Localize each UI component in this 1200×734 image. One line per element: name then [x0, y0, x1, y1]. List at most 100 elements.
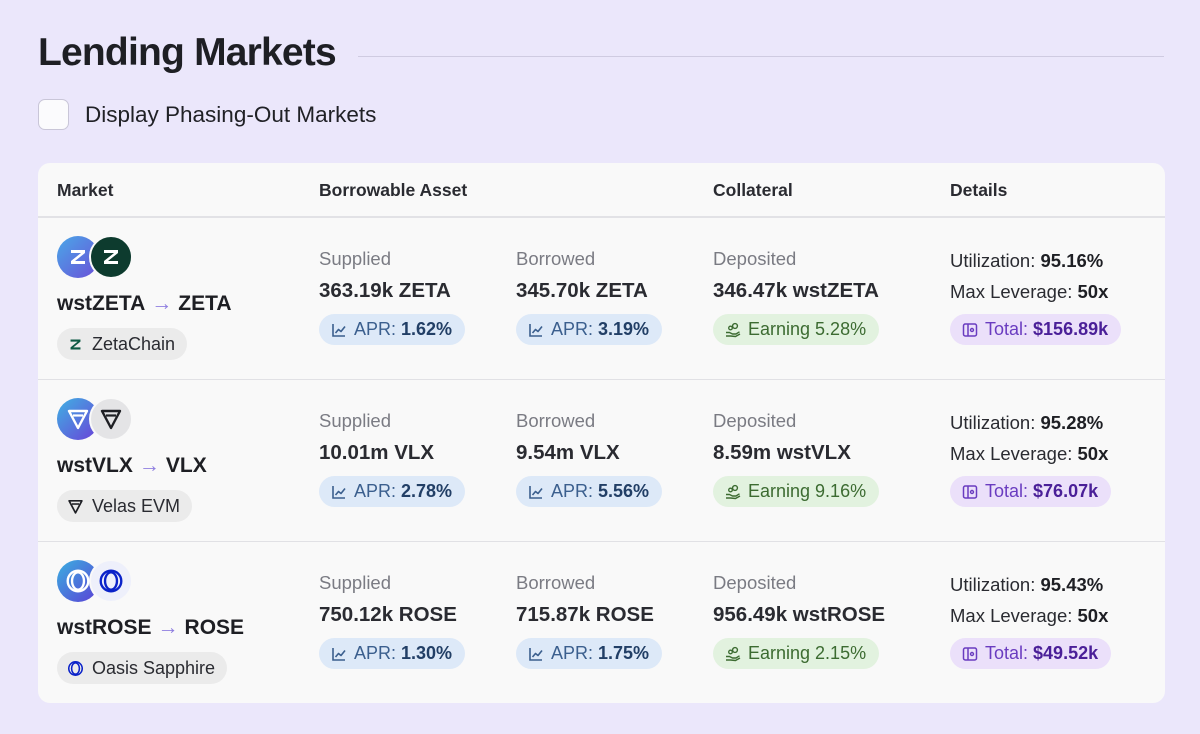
- earning-value: 5.28%: [815, 319, 867, 339]
- borrowed-label: Borrowed: [516, 248, 596, 269]
- column-details: Details: [950, 180, 1008, 200]
- supplied-value: 750.12k ROSE: [319, 603, 457, 626]
- arrow-right-icon: →: [138, 454, 160, 477]
- supply-apr-value: 1.30%: [401, 643, 453, 663]
- utilization-value: 95.28%: [1040, 412, 1104, 433]
- total-badge[interactable]: Total: $156.89k: [950, 314, 1122, 345]
- trend-line-chart-icon: [331, 646, 347, 662]
- column-market: Market: [57, 180, 114, 200]
- earning-badge: Earning 5.28%: [713, 314, 880, 345]
- supplied-label: Supplied: [319, 410, 392, 431]
- table-row[interactable]: wstROSE → ROSE Oasis Sapphire Supplied 750…: [38, 542, 1165, 703]
- utilization-line: Utilization: 95.16%: [950, 250, 1103, 272]
- max-leverage-value: 50x: [1077, 281, 1109, 302]
- hand-coins-icon: [725, 322, 741, 338]
- max-leverage-line: Max Leverage: 50x: [950, 281, 1108, 303]
- market-logos: [57, 235, 133, 280]
- chain-badge[interactable]: Velas EVM: [57, 490, 193, 522]
- max-leverage-value: 50x: [1077, 605, 1109, 626]
- zetachain-logo-icon: [67, 336, 84, 353]
- earning-label: Earning: [748, 481, 811, 501]
- borrow-apr-value: 3.19%: [598, 319, 650, 339]
- apr-label: APR:: [551, 643, 594, 663]
- max-leverage-value: 50x: [1077, 443, 1109, 464]
- supply-apr-value: 2.78%: [401, 481, 453, 501]
- earning-label: Earning: [748, 643, 811, 663]
- max-leverage-line: Max Leverage: 50x: [950, 443, 1108, 465]
- phasing-out-checkbox[interactable]: [38, 99, 69, 130]
- market-pair: wstVLX → VLX: [57, 454, 207, 478]
- borrowed-value: 9.54m VLX: [516, 441, 620, 464]
- total-value: $156.89k: [1033, 319, 1109, 339]
- market-logos: [57, 397, 133, 442]
- max-leverage-label: Max Leverage:: [950, 443, 1073, 464]
- column-borrowable-asset: Borrowable Asset: [319, 180, 468, 200]
- rose-logo-icon: [89, 559, 133, 603]
- trend-line-chart-icon: [528, 484, 544, 500]
- earning-label: Earning: [748, 319, 811, 339]
- total-label: Total:: [985, 319, 1029, 339]
- apr-label: APR:: [551, 481, 594, 501]
- collateral-token: wstVLX: [57, 454, 133, 477]
- total-value: $49.52k: [1033, 643, 1099, 663]
- borrowed-label: Borrowed: [516, 572, 596, 593]
- table-row[interactable]: wstZETA → ZETA ZetaChain Supplied 363.19k …: [38, 218, 1165, 380]
- velas-logo-icon: [67, 498, 84, 515]
- deposited-label: Deposited: [713, 248, 797, 269]
- phasing-out-toggle[interactable]: Display Phasing-Out Markets: [38, 99, 376, 130]
- total-label: Total:: [985, 643, 1029, 663]
- utilization-label: Utilization:: [950, 412, 1036, 433]
- max-leverage-label: Max Leverage:: [950, 605, 1073, 626]
- vault-safe-icon: [962, 646, 978, 662]
- total-badge[interactable]: Total: $49.52k: [950, 638, 1112, 669]
- utilization-label: Utilization:: [950, 574, 1036, 595]
- trend-line-chart-icon: [331, 322, 347, 338]
- vault-safe-icon: [962, 484, 978, 500]
- markets-table: Market Borrowable Asset Collateral Detai…: [38, 163, 1165, 703]
- apr-label: APR:: [551, 319, 594, 339]
- max-leverage-line: Max Leverage: 50x: [950, 605, 1108, 627]
- total-label: Total:: [985, 481, 1029, 501]
- trend-line-chart-icon: [331, 484, 347, 500]
- supplied-value: 10.01m VLX: [319, 441, 435, 464]
- borrowed-label: Borrowed: [516, 410, 596, 431]
- earning-badge: Earning 2.15%: [713, 638, 880, 669]
- borrow-apr-badge: APR: 3.19%: [516, 314, 663, 345]
- supplied-label: Supplied: [319, 572, 392, 593]
- trend-line-chart-icon: [528, 646, 544, 662]
- borrow-apr-badge: APR: 5.56%: [516, 476, 663, 507]
- max-leverage-label: Max Leverage:: [950, 281, 1073, 302]
- utilization-value: 95.16%: [1040, 250, 1104, 271]
- supply-apr-value: 1.62%: [401, 319, 453, 339]
- chain-badge[interactable]: ZetaChain: [57, 328, 188, 360]
- table-header: Market Borrowable Asset Collateral Detai…: [38, 163, 1165, 218]
- apr-label: APR:: [354, 643, 397, 663]
- chain-badge[interactable]: Oasis Sapphire: [57, 652, 228, 684]
- collateral-token: wstZETA: [57, 292, 146, 315]
- deposited-value: 346.47k wstZETA: [713, 279, 879, 302]
- oasis-logo-icon: [67, 660, 84, 677]
- total-value: $76.07k: [1033, 481, 1099, 501]
- market-pair: wstZETA → ZETA: [57, 292, 232, 316]
- borrow-token: VLX: [165, 454, 207, 477]
- utilization-line: Utilization: 95.43%: [950, 574, 1103, 596]
- market-logos: [57, 559, 133, 604]
- arrow-right-icon: →: [151, 292, 173, 315]
- chain-name: ZetaChain: [92, 333, 176, 354]
- supplied-value: 363.19k ZETA: [319, 279, 451, 302]
- deposited-value: 8.59m wstVLX: [713, 441, 851, 464]
- supply-apr-badge: APR: 1.62%: [319, 314, 466, 345]
- table-row[interactable]: wstVLX → VLX Velas EVM Supplied 10.01m VLX…: [38, 380, 1165, 542]
- borrow-token: ZETA: [178, 292, 232, 315]
- total-badge[interactable]: Total: $76.07k: [950, 476, 1112, 507]
- supply-apr-badge: APR: 2.78%: [319, 476, 466, 507]
- borrowed-value: 715.87k ROSE: [516, 603, 654, 626]
- phasing-out-label: Display Phasing-Out Markets: [85, 101, 377, 127]
- arrow-right-icon: →: [157, 616, 179, 639]
- hand-coins-icon: [725, 646, 741, 662]
- deposited-label: Deposited: [713, 410, 797, 431]
- collateral-token: wstROSE: [57, 616, 152, 639]
- borrow-token: ROSE: [184, 616, 245, 639]
- supplied-label: Supplied: [319, 248, 392, 269]
- borrow-apr-value: 1.75%: [598, 643, 650, 663]
